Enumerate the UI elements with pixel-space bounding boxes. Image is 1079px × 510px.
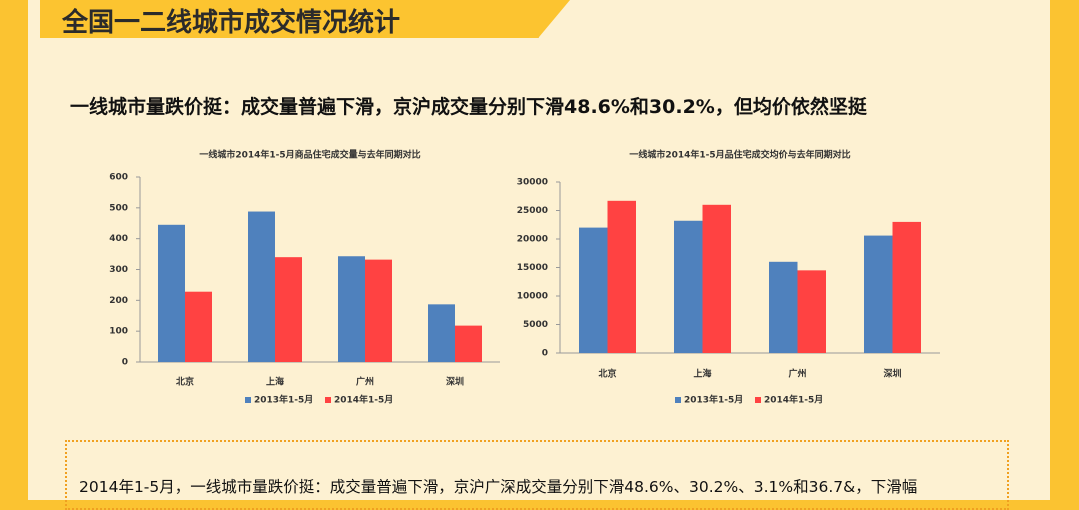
y-tick-label: 25000 [517, 206, 548, 216]
y-tick-label: 200 [109, 296, 128, 306]
header-title: 全国一二线城市成交情况统计 [62, 8, 401, 38]
bar [338, 256, 365, 362]
headline: 一线城市量跌价挺：成交量普遍下滑，京沪成交量分别下滑48.6%和30.2%，但均… [70, 96, 867, 118]
x-tick-label: 北京 [176, 376, 194, 388]
bar [455, 325, 482, 362]
y-tick-label: 30000 [517, 178, 548, 188]
x-tick-label: 深圳 [883, 368, 901, 380]
legend-swatch [325, 397, 331, 403]
y-tick-label: 20000 [517, 235, 548, 245]
legend-swatch [755, 397, 761, 403]
x-tick-label: 广州 [356, 376, 374, 388]
y-tick-label: 300 [109, 265, 128, 275]
bar [428, 304, 455, 362]
bar [702, 204, 731, 353]
bar [892, 221, 921, 353]
x-tick-label: 上海 [693, 368, 711, 380]
y-tick-label: 600 [109, 173, 128, 183]
y-tick-label: 15000 [517, 263, 548, 273]
bar [248, 211, 275, 362]
y-tick-label: 100 [109, 327, 128, 337]
bar [185, 291, 212, 362]
y-tick-label: 500 [109, 203, 128, 213]
legend-label: 2013年1-5月 [254, 394, 313, 406]
y-tick-label: 400 [109, 234, 128, 244]
bar [607, 200, 636, 353]
legend-label: 2013年1-5月 [684, 394, 743, 406]
bar [365, 259, 392, 362]
x-tick-label: 北京 [598, 368, 616, 380]
bar [864, 235, 893, 353]
legend-swatch [245, 397, 251, 403]
y-tick-label: 0 [122, 358, 128, 368]
bar [275, 257, 302, 362]
chart-title: 一线城市2014年1-5月商品住宅成交量与去年同期对比 [199, 149, 420, 161]
legend-label: 2014年1-5月 [764, 394, 823, 406]
bar [674, 220, 703, 353]
bar [158, 224, 185, 362]
legend-swatch [675, 397, 681, 403]
bar [797, 270, 826, 353]
bar [579, 227, 608, 353]
y-tick-label: 5000 [523, 320, 548, 330]
legend-label: 2014年1-5月 [334, 394, 393, 406]
note-text: 2014年1-5月，一线城市量跌价挺：成交量普遍下滑，京沪广深成交量分别下滑48… [79, 478, 918, 496]
bar [769, 261, 798, 353]
x-tick-label: 深圳 [446, 376, 464, 388]
x-tick-label: 上海 [266, 376, 284, 388]
charts: 一线城市2014年1-5月商品住宅成交量与去年同期对比 0 100 200 300 400… [109, 149, 940, 406]
y-tick-label: 0 [542, 349, 548, 359]
header: 全国一二线城市成交情况统计 [40, 0, 570, 38]
x-tick-label: 广州 [788, 368, 806, 380]
y-tick-label: 10000 [517, 292, 548, 302]
chart-title: 一线城市2014年1-5月品住宅成交均价与去年同期对比 [629, 149, 850, 161]
